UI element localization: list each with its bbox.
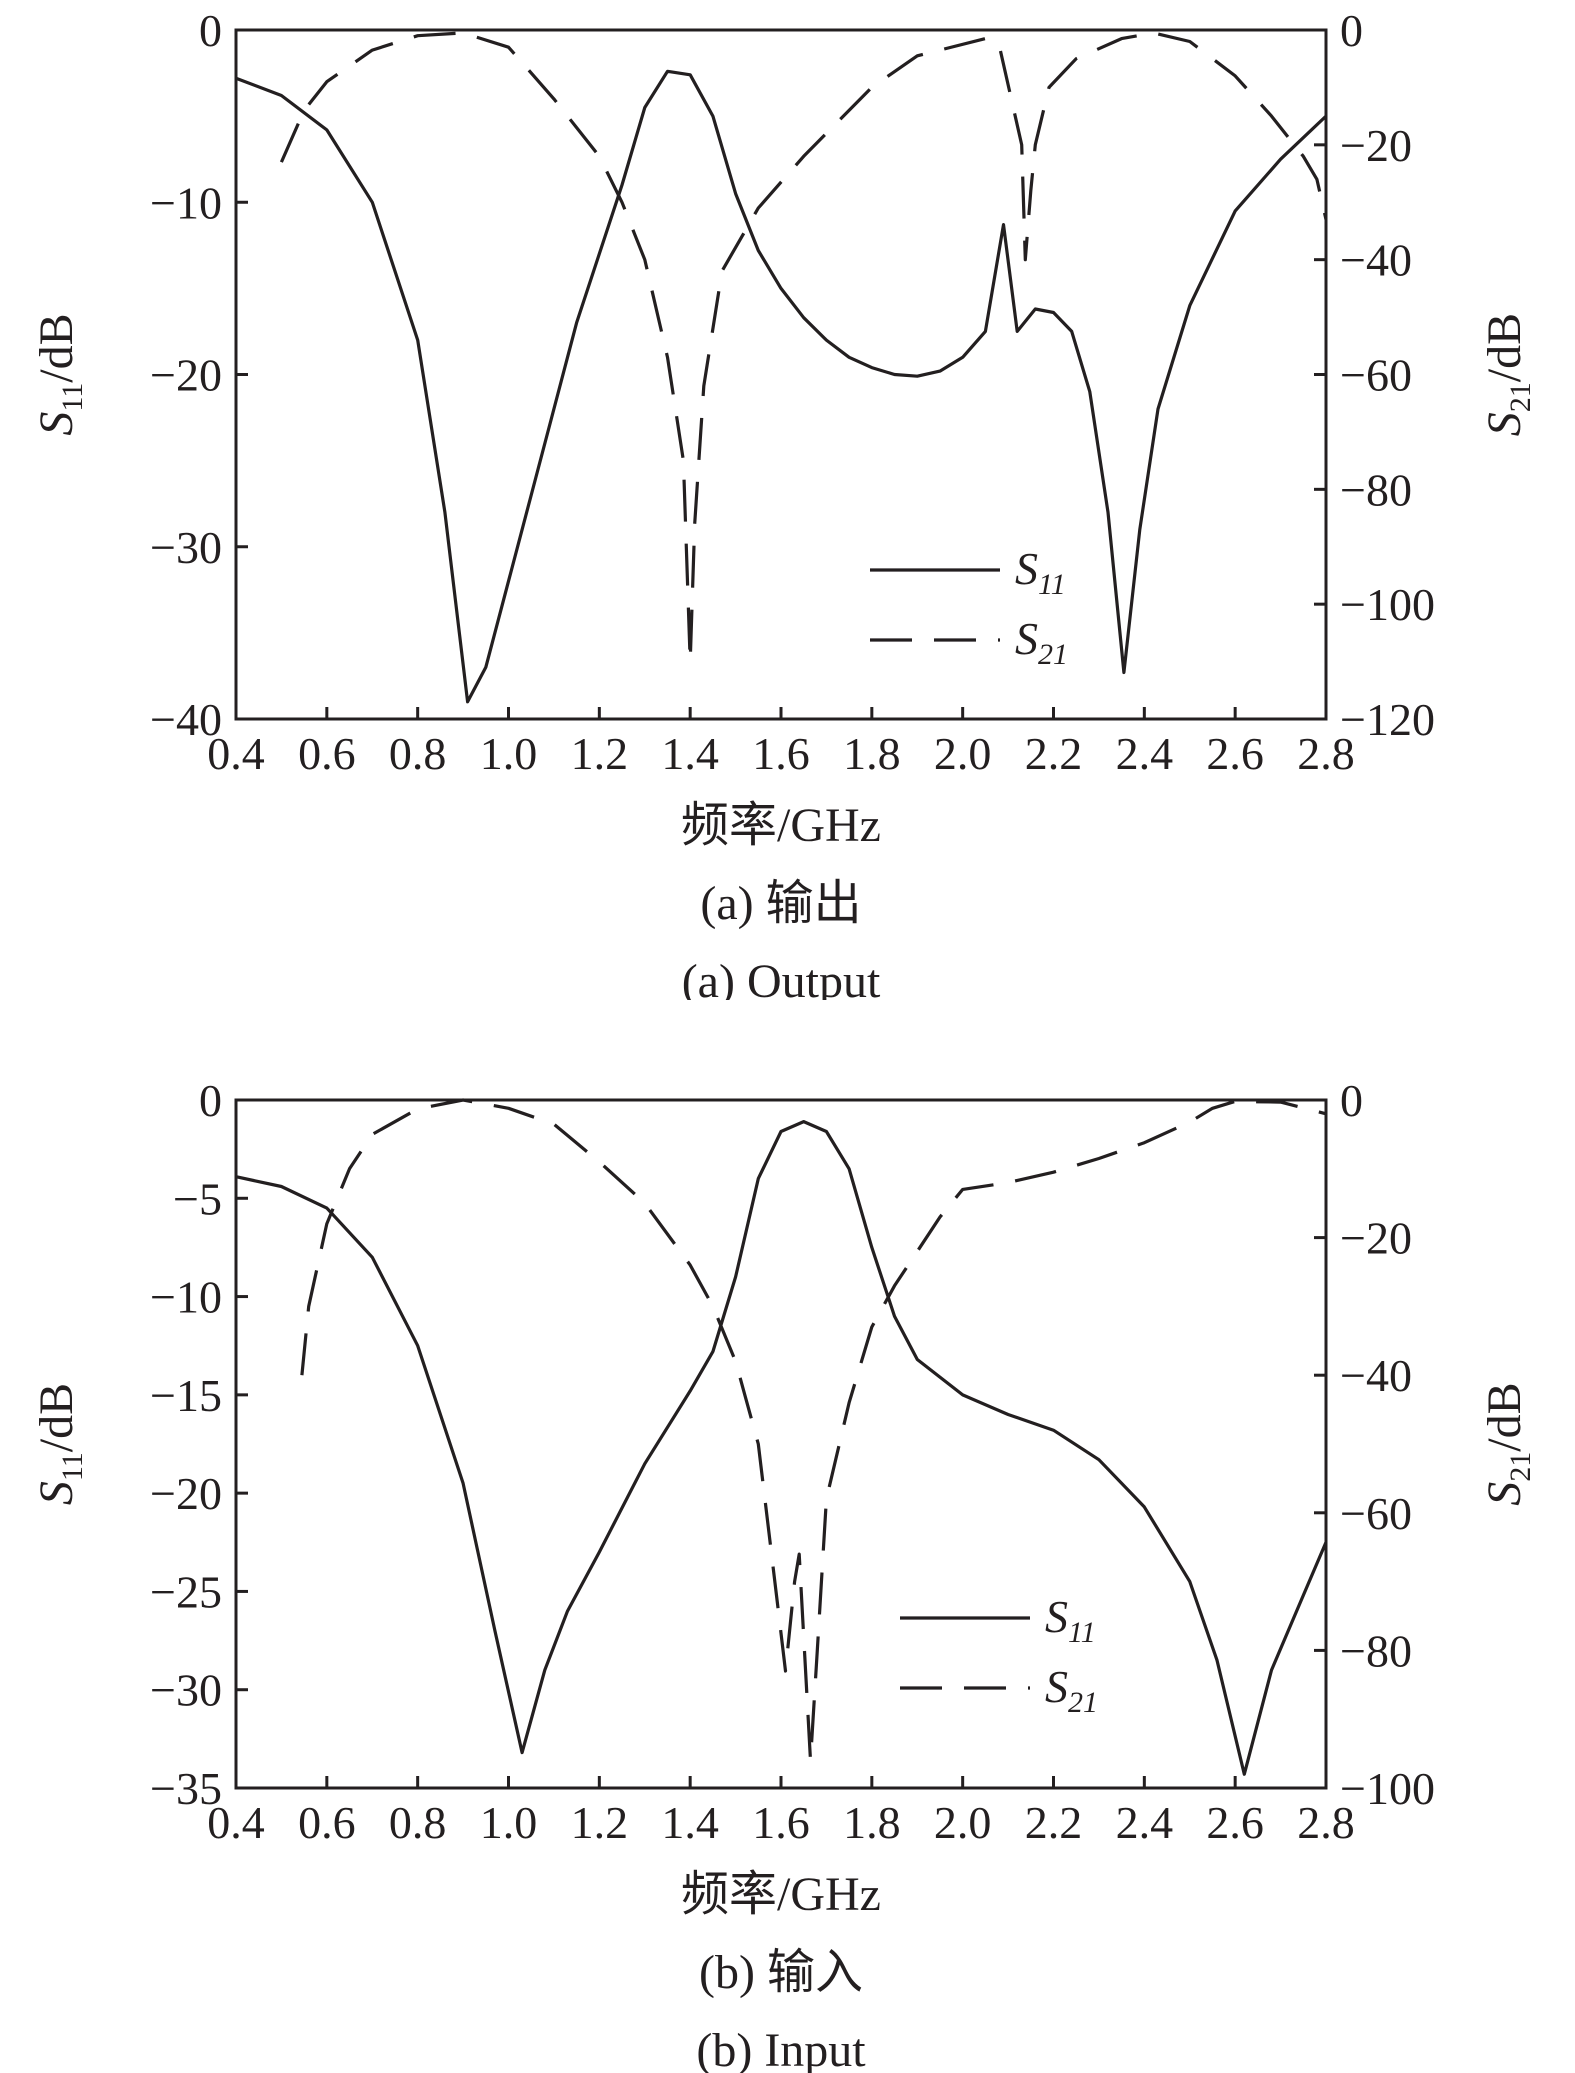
y-right-axis-title: S21/dB	[1478, 1382, 1537, 1505]
x-tick-label: 0.8	[389, 728, 447, 779]
series-s21-line	[300, 1098, 1327, 1763]
x-tick-label: 1.2	[571, 1797, 629, 1848]
x-tick-label: 1.4	[661, 728, 719, 779]
y-right-tick-label: −20	[1340, 120, 1412, 171]
caption-en: (b) Input	[696, 2024, 866, 2073]
x-tick-label: 1.0	[480, 1797, 538, 1848]
plot-frame	[234, 28, 1328, 721]
x-tick-label: 1.4	[661, 1797, 719, 1848]
x-tick-label: 2.2	[1025, 1797, 1083, 1848]
y-left-axis-title: S11/dB	[30, 313, 89, 435]
y-right-tick-label: −60	[1340, 350, 1412, 401]
y-right-tick-label: −80	[1340, 1625, 1412, 1676]
x-tick-label: 1.6	[752, 728, 810, 779]
y-left-tick-label: 0	[199, 1075, 222, 1126]
y-left-tick-label: −5	[173, 1173, 222, 1224]
x-tick-label: 2.8	[1297, 728, 1355, 779]
legend-label-s11: S11	[1045, 1591, 1096, 1649]
x-tick-label: 2.4	[1116, 728, 1174, 779]
x-axis-title: 频率/GHz	[681, 1868, 881, 1921]
y-left-tick-label: −30	[150, 522, 222, 573]
x-tick-label: 1.8	[843, 728, 901, 779]
y-right-tick-label: −60	[1340, 1488, 1412, 1539]
x-tick-label: 1.0	[480, 728, 538, 779]
series-s21-line	[279, 31, 1328, 664]
y-left-tick-label: −25	[150, 1566, 222, 1617]
y-left-tick-label: −35	[150, 1763, 222, 1814]
caption-cn: (a) 输出	[700, 877, 861, 930]
chart-output: 0.4 0.6 0.8 1.0 1.2 1.4 1.6 1.8 2.0 2.2 2.4 2.6 2.8 0…	[30, 5, 1537, 1000]
x-tick-label: 2.6	[1206, 1797, 1264, 1848]
x-tick-label: 1.6	[752, 1797, 810, 1848]
y-right-tick-label: −40	[1340, 1350, 1412, 1401]
legend-label-s11: S11	[1015, 543, 1066, 601]
x-tick-label: 2.0	[934, 728, 992, 779]
y-left-tick-label: −10	[150, 177, 222, 228]
y-right-tick-label: 0	[1340, 1075, 1363, 1126]
y-right-tick-label: −20	[1340, 1213, 1412, 1264]
y-right-tick-label: −40	[1340, 235, 1412, 286]
y-right-tick-label: −80	[1340, 464, 1412, 515]
y-left-tick-label: −10	[150, 1272, 222, 1323]
x-axis-title: 频率/GHz	[681, 799, 881, 852]
y-left-tick-label: −15	[150, 1370, 222, 1421]
x-tick-label: 1.8	[843, 1797, 901, 1848]
legend-label-s21: S21	[1045, 1661, 1098, 1719]
x-tick-label: 0.4	[207, 728, 265, 779]
x-tick-label: 0.6	[298, 728, 356, 779]
y-left-tick-label: −30	[150, 1665, 222, 1716]
x-tick-label: 2.4	[1116, 1797, 1174, 1848]
y-left-tick-label: −20	[150, 1468, 222, 1519]
y-left-tick-label: −20	[150, 350, 222, 401]
caption-en: (a) Output	[682, 955, 881, 1000]
x-tick-label: 2.0	[934, 1797, 992, 1848]
series-s11-line	[235, 1120, 1328, 1776]
y-left-tick-label: 0	[199, 5, 222, 56]
y-left-axis-title: S11/dB	[30, 1383, 89, 1505]
x-tick-label: 2.8	[1297, 1797, 1355, 1848]
y-right-tick-label: −100	[1340, 1763, 1435, 1814]
y-left-tick-label: −40	[150, 694, 222, 745]
x-tick-label: 0.8	[389, 1797, 447, 1848]
x-tick-label: 0.6	[298, 1797, 356, 1848]
chart-input: 0.4 0.6 0.8 1.0 1.2 1.4 1.6 1.8 2.0 2.2 2.4 2.6 2.8 0…	[30, 1075, 1537, 2073]
y-right-tick-label: −120	[1340, 694, 1435, 745]
x-tick-label: 0.4	[207, 1797, 265, 1848]
y-right-axis-title: S21/dB	[1478, 313, 1537, 436]
y-right-tick-label: 0	[1340, 5, 1363, 56]
caption-cn: (b) 输入	[699, 1946, 863, 1999]
series-s11-line	[235, 69, 1328, 704]
plot-frame	[234, 1098, 1328, 1790]
y-right-tick-label: −100	[1340, 579, 1435, 630]
legend-label-s21: S21	[1015, 613, 1068, 671]
x-tick-label: 2.6	[1206, 728, 1264, 779]
x-tick-label: 2.2	[1025, 728, 1083, 779]
x-tick-label: 1.2	[571, 728, 629, 779]
